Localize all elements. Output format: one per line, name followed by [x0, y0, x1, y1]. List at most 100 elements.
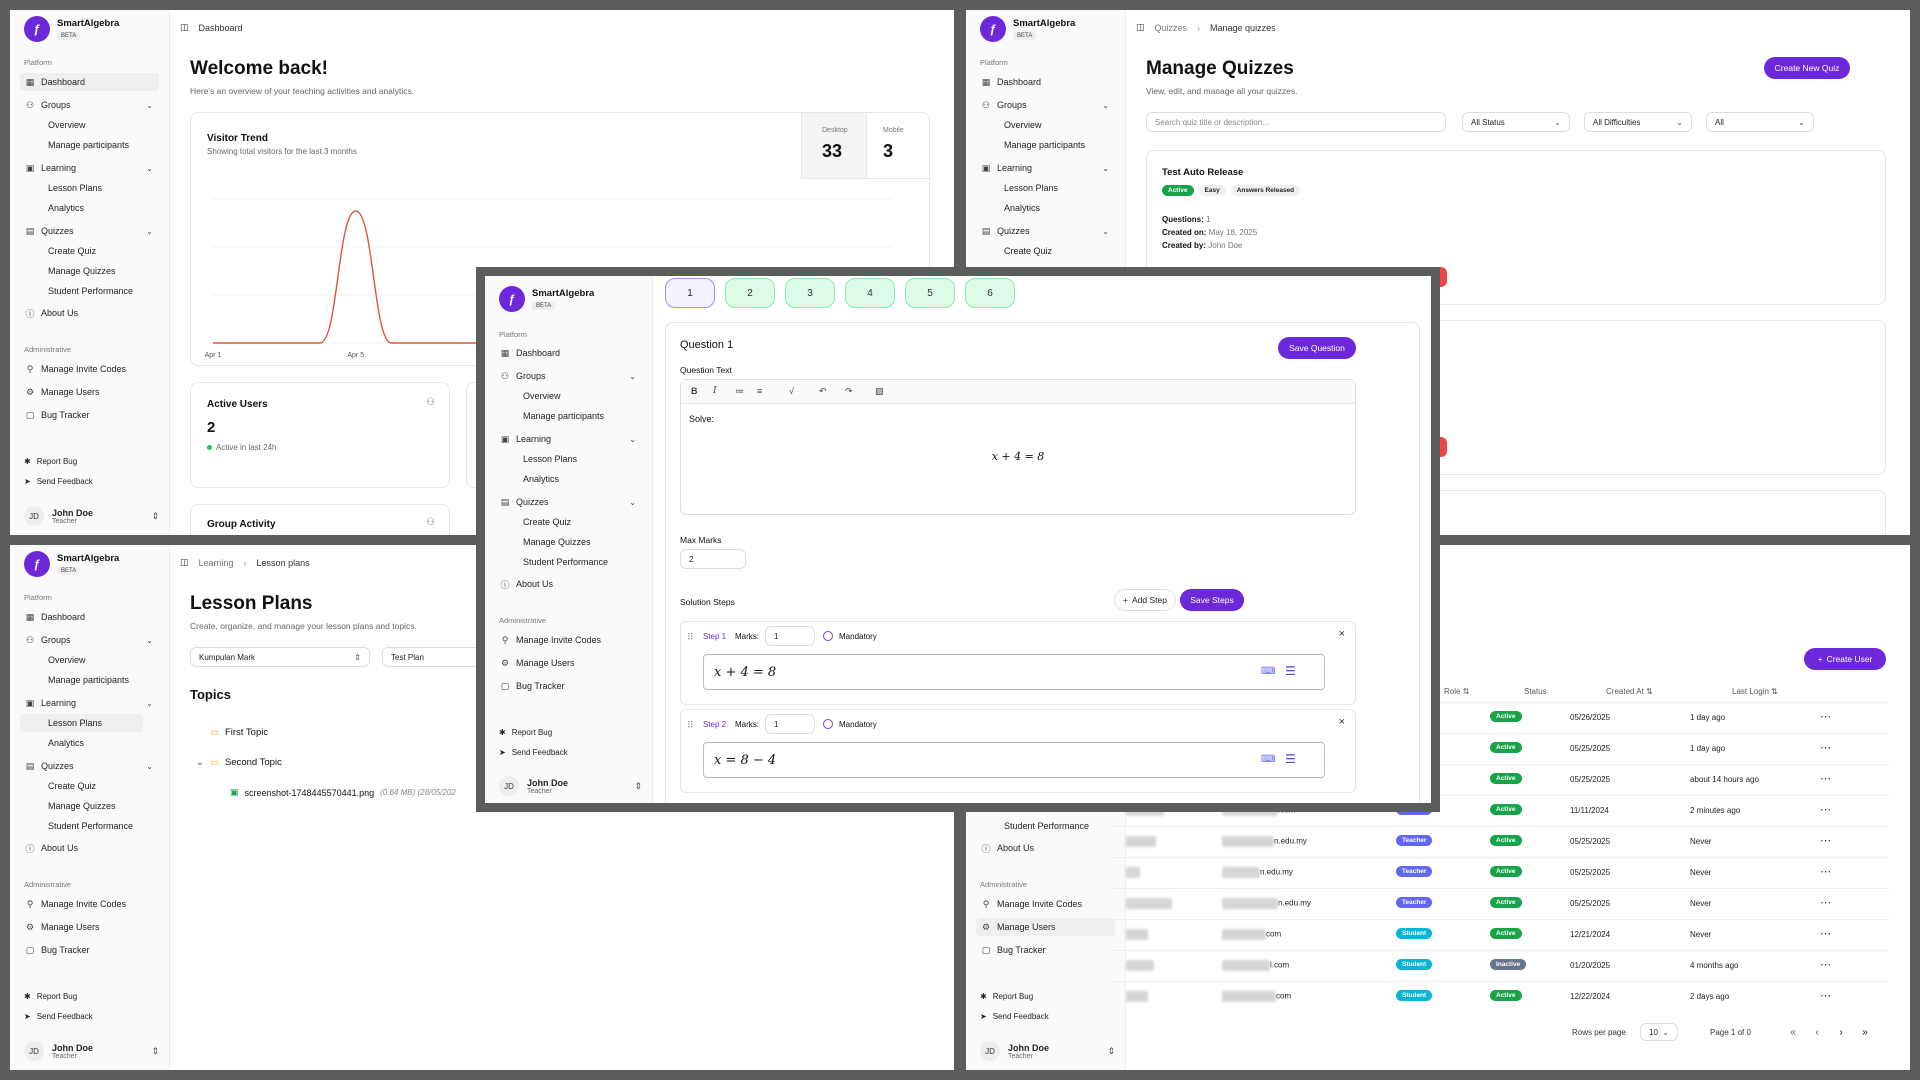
sidebar-item-groups[interactable]: ⚇ Groups ⌄: [25, 99, 153, 111]
created-column-header[interactable]: Created At ⇅: [1606, 687, 1653, 696]
topic-item[interactable]: ⌄ ▭ Second Topic: [196, 757, 282, 768]
sidebar-item-bug-tracker[interactable]: ▢ Bug Tracker: [25, 944, 90, 956]
more-horizontal-icon[interactable]: ⋯: [1820, 835, 1831, 847]
create-quiz-button[interactable]: Create New Quiz: [1764, 57, 1850, 79]
save-question-button[interactable]: Save Question: [1278, 337, 1356, 359]
step-math-field[interactable]: x + 4 = 8: [703, 654, 1325, 690]
sidebar-item-dashboard[interactable]: ▦ Dashboard: [25, 611, 86, 623]
sidebar-item-learning[interactable]: ▣ Learning ⌄: [981, 162, 1109, 174]
step-marks-input[interactable]: 1: [765, 626, 815, 646]
group-select[interactable]: Kumpulan Mark ⇕: [190, 647, 370, 667]
sidebar-item-learning[interactable]: ▣ Learning ⌄: [25, 162, 153, 174]
role-column-header[interactable]: Role ⇅: [1444, 687, 1470, 696]
more-horizontal-icon[interactable]: ⋯: [1820, 990, 1831, 1002]
more-horizontal-icon[interactable]: ⋯: [1820, 959, 1831, 971]
sidebar-item-overview[interactable]: Overview: [48, 655, 86, 665]
more-horizontal-icon[interactable]: ⋯: [1820, 928, 1831, 940]
more-horizontal-icon[interactable]: ⋯: [1820, 711, 1831, 723]
sidebar-item-bug-tracker[interactable]: ▢ Bug Tracker: [500, 680, 565, 692]
more-horizontal-icon[interactable]: ⋯: [1820, 773, 1831, 785]
sidebar-item-groups[interactable]: ⚇ Groups ⌄: [25, 634, 153, 646]
user-menu[interactable]: JD John Doe Teacher ⇕: [499, 776, 642, 796]
more-horizontal-icon[interactable]: ⋯: [1820, 866, 1831, 878]
close-icon[interactable]: ×: [1338, 628, 1345, 640]
brand[interactable]: ƒ SmartAlgebra BETA: [499, 286, 594, 312]
sidebar-item-bug-tracker[interactable]: ▢ Bug Tracker: [981, 944, 1046, 956]
sidebar-item-lesson-plans[interactable]: Lesson Plans: [20, 714, 143, 732]
max-marks-input[interactable]: 2: [680, 549, 746, 569]
mandatory-radio[interactable]: [823, 631, 833, 641]
sidebar-item-create-quiz[interactable]: Create Quiz: [523, 517, 572, 527]
keyboard-icon[interactable]: ⌨: [1261, 754, 1276, 765]
prev-page-icon[interactable]: ‹: [1815, 1026, 1819, 1038]
next-page-icon[interactable]: ›: [1839, 1026, 1843, 1038]
sidebar-item-create-quiz[interactable]: Create Quiz: [48, 781, 97, 791]
mandatory-radio[interactable]: [823, 719, 833, 729]
italic-icon[interactable]: I: [713, 386, 717, 396]
step-marks-input[interactable]: 1: [765, 714, 815, 734]
sidebar-item-analytics[interactable]: Analytics: [1004, 203, 1041, 213]
more-horizontal-icon[interactable]: ⋯: [1820, 804, 1831, 816]
sidebar-item-manage-users[interactable]: ⚙ Manage Users: [25, 921, 100, 933]
table-row[interactable]: n.edu.my Teacher Active 05/25/2025 Never…: [1112, 857, 1890, 888]
add-step-button[interactable]: + Add Step: [1114, 589, 1176, 611]
sidebar-item-dashboard[interactable]: ▦ Dashboard: [981, 76, 1042, 88]
drag-handle-icon[interactable]: ⠿: [687, 632, 694, 642]
sidebar-item-invite-codes[interactable]: ⚲ Manage Invite Codes: [26, 898, 127, 910]
sidebar-item-bug-tracker[interactable]: ▢ Bug Tracker: [25, 409, 90, 421]
sidebar-item-create-quiz[interactable]: Create Quiz: [1004, 246, 1053, 256]
sidebar-item-student-performance[interactable]: Student Performance: [523, 557, 609, 567]
sidebar-item-invite-codes[interactable]: ⚲ Manage Invite Codes: [501, 634, 602, 646]
sidebar-item-overview[interactable]: Overview: [523, 391, 561, 401]
sidebar-item-student-performance[interactable]: Student Performance: [1004, 821, 1090, 831]
bullet-list-icon[interactable]: ≔: [735, 386, 744, 396]
sidebar-item-quizzes[interactable]: ▤ Quizzes ⌄: [25, 760, 153, 772]
create-user-button[interactable]: + Create User: [1804, 648, 1886, 670]
user-menu[interactable]: JD John Doe Teacher ⇕: [24, 506, 159, 526]
sidebar-item-manage-users[interactable]: ⚙ Manage Users: [25, 386, 100, 398]
sidebar-item-lesson-plans[interactable]: Lesson Plans: [523, 454, 578, 464]
sidebar-toggle-icon[interactable]: ◫: [180, 557, 189, 567]
sidebar-item-invite-codes[interactable]: ⚲ Manage Invite Codes: [26, 363, 127, 375]
save-steps-button[interactable]: Save Steps: [1180, 589, 1244, 611]
table-row[interactable]: com Student Active 12/22/2024 2 days ago…: [1112, 981, 1890, 1012]
sidebar-item-groups[interactable]: ⚇ Groups ⌄: [500, 370, 636, 382]
sqrt-icon[interactable]: √: [789, 386, 794, 396]
undo-icon[interactable]: ↶: [819, 386, 827, 396]
image-icon[interactable]: ▨: [875, 386, 884, 396]
breadcrumb-learning[interactable]: Learning: [198, 557, 234, 568]
sidebar-item-manage-users[interactable]: ⚙ Manage Users: [976, 918, 1115, 936]
brand[interactable]: ƒ SmartAlgebra BETA: [980, 16, 1075, 42]
report-bug-link[interactable]: ✱ Report Bug: [980, 992, 1034, 1001]
question-tab-5[interactable]: 5: [905, 278, 955, 308]
brand[interactable]: ƒ SmartAlgebra BETA: [24, 551, 119, 577]
file-item[interactable]: ▣ screenshot-1748445570441.png (0.64 MB) (…: [230, 787, 456, 798]
sidebar-item-learning[interactable]: ▣ Learning ⌄: [25, 697, 153, 709]
report-bug-link[interactable]: ✱ Report Bug: [499, 728, 553, 737]
bold-icon[interactable]: B: [691, 386, 698, 396]
question-tab-2[interactable]: 2: [725, 278, 775, 308]
sidebar-item-learning[interactable]: ▣ Learning ⌄: [500, 433, 636, 445]
difficulty-filter[interactable]: All Difficulties ⌄: [1584, 112, 1692, 132]
sidebar-item-dashboard[interactable]: ▦ Dashboard: [500, 347, 561, 359]
menu-icon[interactable]: ☰: [1285, 664, 1296, 678]
sidebar-item-create-quiz[interactable]: Create Quiz: [48, 246, 97, 256]
table-row[interactable]: n.edu.my Teacher Active 05/25/2025 Never…: [1112, 888, 1890, 919]
sidebar-item-analytics[interactable]: Analytics: [48, 738, 85, 748]
drag-handle-icon[interactable]: ⠿: [687, 720, 694, 730]
sidebar-item-analytics[interactable]: Analytics: [48, 203, 85, 213]
sidebar-item-lesson-plans[interactable]: Lesson Plans: [48, 183, 103, 193]
sidebar-item-invite-codes[interactable]: ⚲ Manage Invite Codes: [982, 898, 1083, 910]
first-page-icon[interactable]: «: [1790, 1026, 1796, 1038]
user-menu[interactable]: JD John Doe Teacher ⇕: [24, 1041, 159, 1061]
mobile-stat[interactable]: Mobile 3: [866, 113, 931, 179]
user-menu[interactable]: JD John Doe Teacher ⇕: [980, 1041, 1115, 1061]
login-column-header[interactable]: Last Login ⇅: [1732, 687, 1778, 696]
table-row[interactable]: n.edu.my Teacher Active 05/25/2025 Never…: [1112, 826, 1890, 857]
brand[interactable]: ƒ SmartAlgebra BETA: [24, 16, 119, 42]
menu-icon[interactable]: ☰: [1285, 752, 1296, 766]
question-tab-4[interactable]: 4: [845, 278, 895, 308]
sidebar-item-analytics[interactable]: Analytics: [523, 474, 560, 484]
sidebar-item-manage-quizzes[interactable]: Manage Quizzes: [523, 537, 591, 547]
plan-select[interactable]: Test Plan: [382, 647, 482, 667]
